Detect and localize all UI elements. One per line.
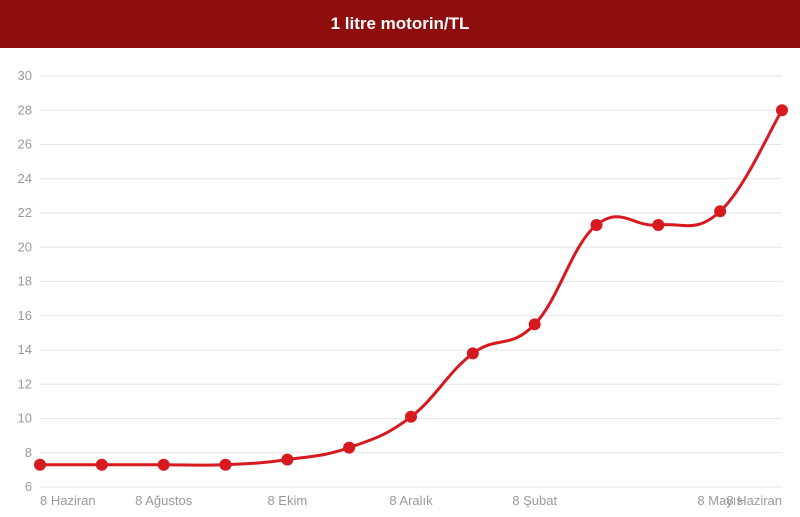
y-tick-label: 18 (18, 274, 32, 289)
data-point (96, 459, 108, 471)
x-tick-label: 8 Haziran (726, 493, 782, 508)
y-tick-label: 10 (18, 411, 32, 426)
data-point (405, 411, 417, 423)
data-point (776, 104, 788, 116)
data-point (714, 205, 726, 217)
y-tick-label: 22 (18, 205, 32, 220)
data-point (652, 219, 664, 231)
y-tick-label: 12 (18, 376, 32, 391)
y-tick-label: 28 (18, 102, 32, 117)
chart-header: 1 litre motorin/TL (0, 0, 800, 48)
x-tick-label: 8 Şubat (512, 493, 557, 508)
data-point (281, 454, 293, 466)
line-chart-svg: 6 8 10 12 14 16 18 20 22 24 26 28 30 8 Haziran 8 Ağust… (0, 48, 800, 517)
data-point (158, 459, 170, 471)
data-point (591, 219, 603, 231)
data-point (529, 318, 541, 330)
x-tick-label: 8 Ağustos (135, 493, 193, 508)
y-tick-label: 6 (25, 479, 32, 494)
chart-background (0, 48, 800, 517)
y-tick-label: 26 (18, 137, 32, 152)
y-tick-label: 20 (18, 239, 32, 254)
data-point (34, 459, 46, 471)
y-tick-label: 24 (18, 171, 32, 186)
data-point (220, 459, 232, 471)
x-tick-label: 8 Aralık (389, 493, 433, 508)
data-point (343, 442, 355, 454)
y-tick-label: 14 (18, 342, 32, 357)
y-tick-label: 30 (18, 68, 32, 83)
data-point (467, 347, 479, 359)
x-tick-label: 8 Haziran (40, 493, 96, 508)
chart-title: 1 litre motorin/TL (331, 14, 470, 34)
x-tick-label: 8 Ekim (267, 493, 307, 508)
chart-area: 6 8 10 12 14 16 18 20 22 24 26 28 30 8 Haziran 8 Ağust… (0, 48, 800, 517)
y-tick-label: 16 (18, 308, 32, 323)
y-tick-label: 8 (25, 445, 32, 460)
